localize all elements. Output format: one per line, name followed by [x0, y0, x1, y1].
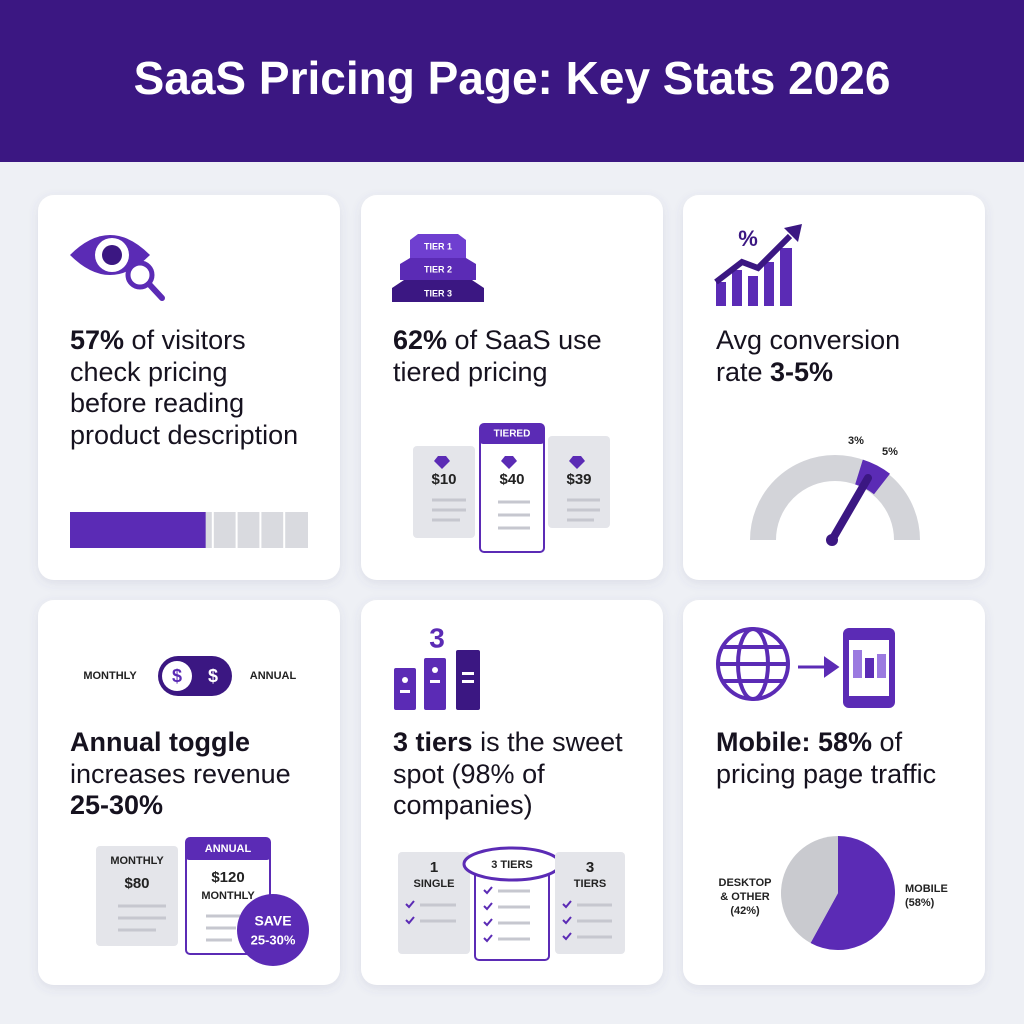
stat-body: is the sweet spot (98% of companies) [393, 727, 623, 820]
plan-label: SINGLE [414, 878, 455, 890]
plan-label: TIERS [574, 878, 606, 890]
page-title: SaaS Pricing Page: Key Stats 2026 [134, 52, 891, 104]
card [38, 195, 340, 580]
pie-slice [810, 836, 895, 950]
save-badge: SAVE [254, 913, 291, 929]
stat-body: of pricing page traffic [716, 727, 937, 789]
plan-top: 1 [430, 859, 438, 876]
stat-highlight: Annual toggle [70, 727, 250, 757]
stat-text: 57% of visitors check pricing before rea… [70, 325, 300, 451]
stat-highlight: 62% [393, 325, 448, 355]
pie-label: MOBILE [905, 883, 948, 895]
toggle-label: ANNUAL [250, 670, 297, 682]
pie-chart: DESKTOP & OTHER (42%) MOBILE (58%) [719, 836, 948, 950]
stat-text: 3 tiers is the sweet spot (98% of compan… [393, 727, 628, 822]
plan-badge: TIERED [494, 429, 531, 440]
toggle-icon: $ [208, 666, 218, 686]
pie-label: (42%) [730, 905, 760, 917]
plan-price: $40 [499, 471, 524, 488]
growth-icon: % [714, 224, 802, 306]
stat-highlight: 58% [818, 727, 873, 757]
three-tiers-icon: 3 [394, 622, 480, 710]
globe-phone-icon [716, 627, 895, 708]
toggle-label: MONTHLY [83, 670, 137, 682]
svg-text:%: % [738, 226, 758, 251]
save-badge: 25-30% [251, 932, 296, 947]
icon-number: 3 [429, 622, 445, 653]
card [683, 195, 985, 580]
stat-text: Avg conversion rate 3-5% [716, 325, 946, 388]
stat-highlight: 25-30% [70, 790, 164, 820]
plan-cards: $10 TIERED $40 $39 [413, 423, 610, 553]
gauge-label: 3% [848, 435, 864, 447]
bar-fill [70, 512, 206, 548]
pie-slice [780, 836, 838, 943]
plan-price: $120 [211, 869, 244, 886]
plan-price: $39 [566, 471, 591, 488]
stat-highlight: 57% [70, 325, 125, 355]
stat-body: of visitors check pricing before reading… [70, 325, 299, 450]
pie-label: DESKTOP [719, 877, 772, 889]
gauge-label: 5% [882, 446, 898, 458]
plan-cards: 1 SINGLE 3 TIERS 3 TIERS [398, 846, 625, 961]
pie-label: (58%) [905, 897, 935, 909]
eye-icon [70, 235, 165, 301]
stat-highlight: Mobile: [716, 727, 818, 757]
toggle-icon: $ [172, 666, 182, 686]
plan-price: $80 [124, 875, 149, 892]
plan-sub: MONTHLY [201, 890, 255, 902]
billing-toggle: MONTHLY $ $ ANNUAL [83, 656, 296, 696]
plan-badge: ANNUAL [205, 843, 252, 855]
plan-cards: MONTHLY $80 ANNUAL $120 MONTHLY SAVE 25-… [96, 837, 309, 966]
stat-text: Annual toggle increases revenue 25-30% [70, 727, 320, 822]
stat-body: increases revenue [70, 758, 291, 789]
plan-price: $10 [431, 471, 456, 488]
plan-label: MONTHLY [110, 855, 164, 867]
pie-label: & OTHER [720, 891, 770, 903]
tier-label: TIER 3 [424, 288, 452, 298]
tier-label: TIER 1 [424, 241, 452, 251]
stat-body: Avg conversion rate [716, 325, 901, 387]
plan-label: 3 TIERS [491, 859, 533, 871]
stat-body: of SaaS use tiered pricing [393, 325, 602, 387]
plan-top: 3 [586, 859, 594, 876]
stat-highlight: 3 tiers [393, 727, 473, 757]
gauge: 3% 5% [750, 435, 920, 546]
progress-bar [70, 512, 308, 548]
stat-text: Mobile: 58% of pricing page traffic [716, 727, 981, 790]
header-band [0, 0, 1024, 162]
tier-label: TIER 2 [424, 264, 452, 274]
tier-stack-icon: TIER 1 TIER 2 TIER 3 [392, 234, 484, 302]
stat-highlight: 3-5% [770, 356, 834, 387]
stat-text: 62% of SaaS use tiered pricing [393, 325, 643, 388]
